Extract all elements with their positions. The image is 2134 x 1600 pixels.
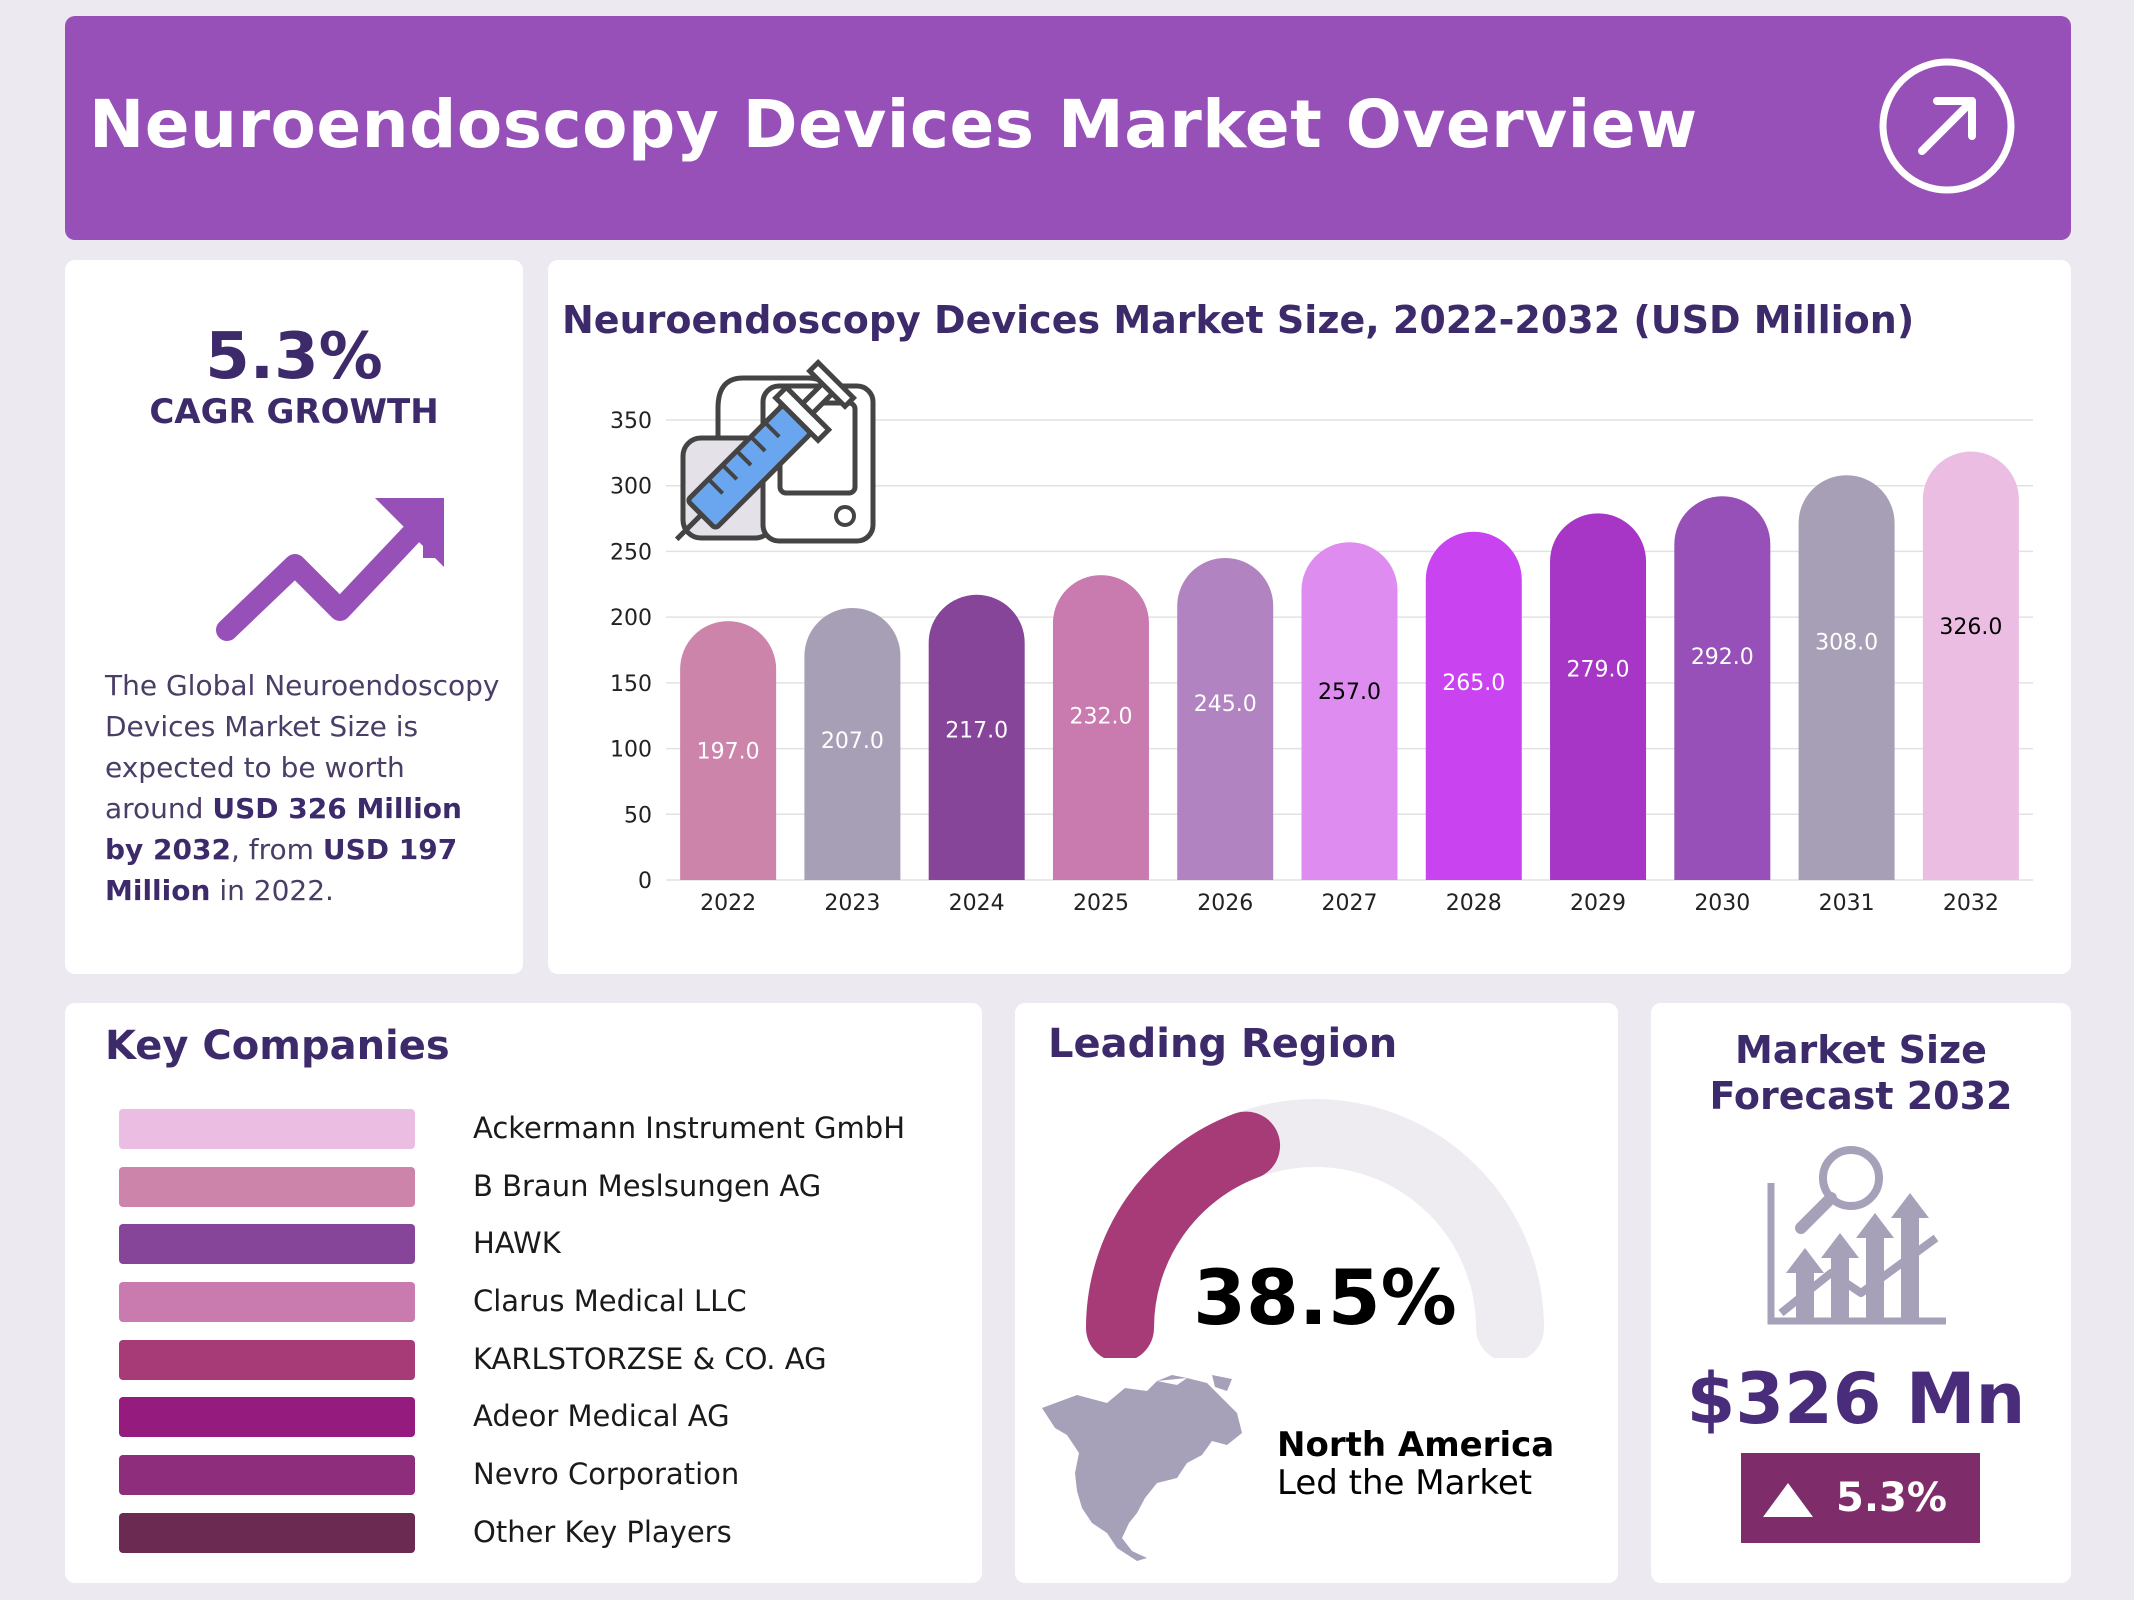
company-item: Ackermann Instrument GmbH — [119, 1109, 959, 1149]
company-name: KARLSTORZSE & CO. AG — [473, 1342, 827, 1376]
region-subtitle: Led the Market — [1277, 1463, 1533, 1503]
bar-2031 — [1798, 475, 1895, 880]
growth-badge: 5.3% — [1741, 1453, 1980, 1543]
x-tick-label: 2023 — [824, 891, 880, 916]
bar-2023 — [804, 607, 901, 880]
bar-value-label: 197.0 — [697, 740, 760, 765]
y-tick-label: 50 — [624, 803, 652, 828]
arrow-up-right-circle-icon[interactable] — [1877, 56, 2017, 196]
x-tick-label: 2026 — [1197, 891, 1253, 916]
company-name: Clarus Medical LLC — [473, 1284, 747, 1318]
x-tick-label: 2022 — [700, 891, 756, 916]
bar-2025 — [1052, 575, 1149, 880]
company-item: Other Key Players — [119, 1513, 959, 1553]
x-tick-label: 2024 — [949, 891, 1005, 916]
company-color-swatch — [119, 1513, 415, 1553]
y-tick-label: 100 — [610, 738, 652, 763]
companies-title: Key Companies — [105, 1023, 450, 1069]
bar-2032 — [1922, 451, 2019, 880]
header-banner: Neuroendoscopy Devices Market Overview — [65, 16, 2071, 240]
company-color-swatch — [119, 1455, 415, 1495]
company-color-swatch — [119, 1109, 415, 1149]
trend-up-arrow-icon — [216, 498, 444, 641]
x-tick-label: 2029 — [1570, 891, 1626, 916]
forecast-card: Market Size Forecast 2032 $326 Mn 5.3% — [1651, 1003, 2071, 1583]
y-tick-label: 150 — [610, 672, 652, 697]
region-share-gauge — [1086, 1099, 1544, 1358]
north-america-map-icon — [1042, 1375, 1242, 1561]
y-tick-label: 350 — [610, 409, 652, 434]
company-color-swatch — [119, 1340, 415, 1380]
bar-value-label: 308.0 — [1815, 631, 1878, 656]
x-tick-label: 2030 — [1694, 891, 1750, 916]
company-item: Adeor Medical AG — [119, 1397, 959, 1437]
region-share-value: 38.5% — [1193, 1253, 1457, 1342]
company-item: HAWK — [119, 1224, 959, 1264]
bar-2027 — [1301, 542, 1398, 880]
bar-2022 — [680, 621, 777, 880]
market-size-chart-card: 0 50 100 150 200 250 300 350 197.0 2022 207.0 2023 2… — [548, 260, 2071, 974]
company-item: KARLSTORZSE & CO. AG — [119, 1340, 959, 1380]
x-tick-label: 2032 — [1943, 891, 1999, 916]
gauge-fill — [1086, 1111, 1281, 1358]
region-title: Leading Region — [1048, 1021, 1398, 1067]
bar-value-label: 232.0 — [1069, 705, 1132, 730]
growth-chart-magnifier-icon — [1767, 1146, 1946, 1325]
bar-2030 — [1674, 496, 1771, 880]
forecast-value: $326 Mn — [1686, 1358, 2026, 1440]
page-title: Neuroendoscopy Devices Market Overview — [89, 86, 1698, 163]
bar-2028 — [1425, 531, 1522, 880]
company-color-swatch — [119, 1167, 415, 1207]
bar-value-label: 326.0 — [1939, 615, 2002, 640]
y-tick-label: 0 — [638, 869, 652, 894]
company-item: Clarus Medical LLC — [119, 1282, 959, 1322]
chart-title: Neuroendoscopy Devices Market Size, 2022… — [562, 298, 1915, 342]
forecast-title: Market Size Forecast 2032 — [1709, 1028, 2013, 1118]
company-color-swatch — [119, 1224, 415, 1264]
cagr-card: 5.3% CAGR GROWTH The Global Neuroendosco… — [65, 260, 523, 974]
bar-value-label: 257.0 — [1318, 680, 1381, 705]
bar-2026 — [1177, 558, 1274, 880]
x-tick-label: 2025 — [1073, 891, 1129, 916]
company-name: Nevro Corporation — [473, 1457, 740, 1491]
bar-value-label: 217.0 — [945, 718, 1008, 743]
bar-value-label: 245.0 — [1194, 692, 1257, 717]
company-name: Other Key Players — [473, 1515, 732, 1549]
y-tick-label: 300 — [610, 475, 652, 500]
x-tick-label: 2028 — [1446, 891, 1502, 916]
company-item: B Braun Meslsungen AG — [119, 1167, 959, 1207]
company-name: B Braun Meslsungen AG — [473, 1169, 822, 1203]
y-tick-label: 250 — [610, 540, 652, 565]
x-tick-label: 2027 — [1322, 891, 1378, 916]
company-color-swatch — [119, 1282, 415, 1322]
cagr-value: 5.3% — [205, 320, 383, 394]
syringe-device-icon — [674, 359, 876, 544]
region-name: North America — [1277, 1425, 1555, 1465]
company-name: Ackermann Instrument GmbH — [473, 1111, 905, 1145]
cagr-description: The Global Neuroendoscopy Devices Market… — [105, 669, 500, 907]
key-companies-card: Key Companies Ackermann Instrument GmbH … — [65, 1003, 982, 1583]
bar-value-label: 292.0 — [1691, 645, 1754, 670]
company-name: HAWK — [473, 1226, 561, 1260]
company-name: Adeor Medical AG — [473, 1399, 730, 1433]
growth-badge-value: 5.3% — [1836, 1475, 1947, 1521]
y-tick-label: 200 — [610, 606, 652, 631]
bar-value-label: 279.0 — [1567, 658, 1630, 683]
bar-chart: 0 50 100 150 200 250 300 350 197.0 2022 207.0 2023 2… — [610, 359, 2033, 916]
triangle-up-icon — [1763, 1483, 1813, 1517]
company-color-swatch — [119, 1397, 415, 1437]
company-item: Nevro Corporation — [119, 1455, 959, 1495]
bar-2024 — [928, 594, 1025, 880]
cagr-label: CAGR GROWTH — [149, 392, 439, 432]
bar-value-label: 265.0 — [1442, 671, 1505, 696]
bar-2029 — [1550, 513, 1647, 880]
bar-value-label: 207.0 — [821, 729, 884, 754]
leading-region-card: Leading Region 38.5% North America Led t… — [1015, 1003, 1618, 1583]
x-tick-label: 2031 — [1819, 891, 1875, 916]
